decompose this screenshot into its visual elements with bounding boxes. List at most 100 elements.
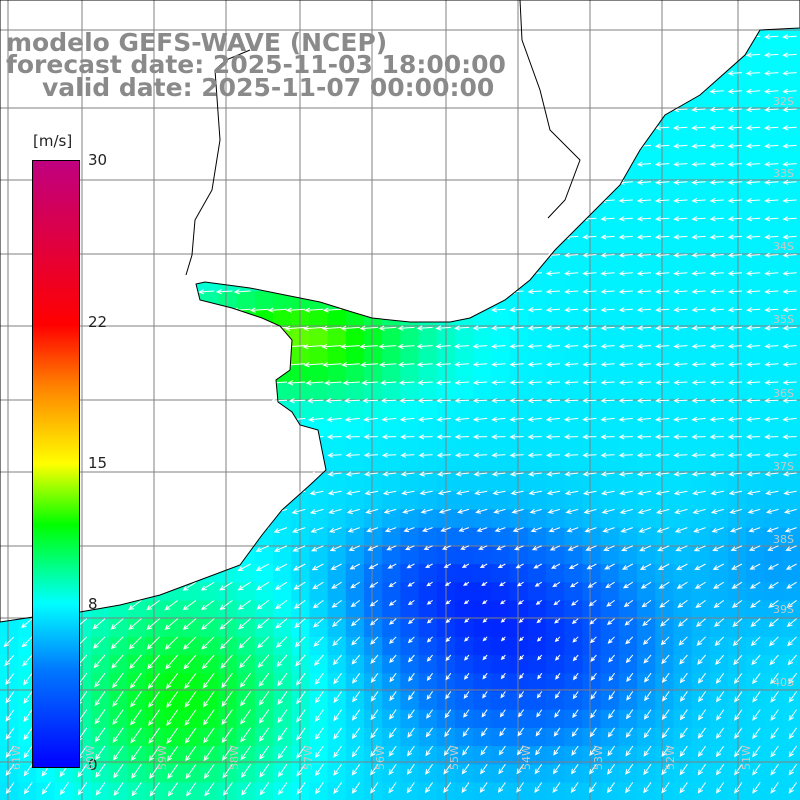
wind-arrow bbox=[764, 434, 779, 440]
wind-arrow bbox=[426, 672, 434, 682]
wind-arrow bbox=[715, 745, 725, 758]
wind-arrow bbox=[536, 618, 543, 624]
raster-cell bbox=[655, 728, 674, 747]
wind-arrow bbox=[256, 618, 270, 629]
wind-arrow bbox=[304, 307, 324, 313]
wind-arrow bbox=[166, 727, 179, 744]
raster-cell bbox=[782, 163, 800, 183]
wind-arrow bbox=[351, 745, 361, 758]
wind-arrow bbox=[695, 618, 706, 627]
raster-cell bbox=[182, 600, 201, 620]
wind-arrow bbox=[491, 379, 506, 386]
raster-cell bbox=[673, 564, 693, 583]
wind-arrow bbox=[388, 636, 397, 645]
wind-arrow bbox=[94, 691, 106, 707]
raster-cell bbox=[382, 582, 401, 602]
wind-arrow bbox=[407, 691, 415, 701]
wind-arrow bbox=[655, 216, 670, 222]
wind-arrow bbox=[426, 636, 433, 643]
raster-cell bbox=[582, 400, 602, 420]
raster-cell bbox=[364, 673, 383, 693]
wind-arrow bbox=[727, 307, 743, 313]
wind-arrow bbox=[370, 636, 379, 645]
wind-arrow bbox=[536, 636, 543, 642]
raster-cell bbox=[418, 618, 438, 638]
raster-cell bbox=[655, 200, 674, 219]
raster-cell bbox=[455, 455, 474, 474]
wind-arrow bbox=[517, 599, 524, 605]
raster-cell bbox=[491, 637, 511, 656]
raster-cell bbox=[527, 491, 547, 511]
raster-cell bbox=[400, 546, 420, 565]
wind-arrow bbox=[491, 361, 506, 367]
raster-cell bbox=[400, 618, 420, 638]
raster-cell bbox=[418, 546, 438, 565]
raster-cell bbox=[655, 236, 674, 256]
raster-cell bbox=[673, 254, 693, 274]
raster-cell bbox=[527, 728, 547, 747]
raster-cell bbox=[418, 637, 438, 656]
wind-arrow bbox=[745, 52, 761, 58]
wind-arrow bbox=[321, 343, 342, 350]
wind-arrow bbox=[623, 599, 634, 608]
wind-arrow bbox=[636, 416, 652, 422]
latitude-label: 38S bbox=[773, 533, 794, 546]
raster-cell bbox=[728, 254, 747, 274]
wind-arrow bbox=[516, 745, 525, 756]
raster-cell bbox=[418, 509, 438, 529]
colorbar-tick-label: 15 bbox=[88, 454, 108, 472]
wind-arrow bbox=[509, 416, 524, 422]
raster-cell bbox=[673, 364, 693, 383]
raster-cell bbox=[764, 418, 784, 438]
raster-cell bbox=[637, 691, 656, 711]
raster-cell bbox=[746, 709, 765, 729]
wind-arrow bbox=[219, 618, 233, 630]
wind-arrow bbox=[731, 581, 743, 589]
wind-arrow bbox=[727, 216, 743, 222]
raster-cell bbox=[400, 655, 420, 674]
raster-cell bbox=[345, 455, 365, 474]
raster-cell bbox=[782, 345, 800, 365]
wind-arrow bbox=[618, 325, 633, 331]
raster-cell bbox=[782, 527, 800, 547]
raster-cell bbox=[746, 455, 765, 474]
raster-cell bbox=[218, 709, 238, 729]
raster-cell bbox=[491, 546, 511, 565]
wind-arrow bbox=[661, 654, 670, 665]
raster-cell bbox=[564, 345, 583, 365]
wind-arrow bbox=[110, 618, 124, 630]
raster-cell bbox=[327, 618, 347, 638]
raster-cell bbox=[782, 309, 800, 329]
raster-cell bbox=[655, 163, 674, 183]
raster-cell bbox=[527, 546, 547, 565]
raster-cell bbox=[655, 418, 674, 438]
raster-cell bbox=[782, 655, 800, 674]
wind-arrow bbox=[608, 672, 616, 682]
wind-arrow bbox=[443, 763, 452, 775]
raster-cell bbox=[691, 600, 711, 620]
raster-cell bbox=[637, 182, 656, 201]
wind-arrow bbox=[643, 782, 652, 794]
raster-cell bbox=[728, 691, 747, 711]
wind-arrow bbox=[146, 599, 160, 611]
raster-cell bbox=[527, 436, 547, 456]
wind-arrow bbox=[636, 452, 652, 458]
raster-cell bbox=[764, 236, 784, 256]
wind-arrow bbox=[600, 216, 615, 222]
wind-arrow bbox=[425, 727, 434, 738]
raster-cell bbox=[655, 618, 674, 638]
wind-arrow bbox=[655, 325, 670, 331]
wind-arrow bbox=[366, 527, 379, 533]
raster-cell bbox=[509, 582, 529, 602]
raster-cell bbox=[364, 655, 383, 674]
raster-cell bbox=[655, 764, 674, 784]
wind-arrow bbox=[712, 563, 725, 570]
wind-arrow bbox=[636, 179, 652, 185]
raster-cell bbox=[600, 364, 620, 383]
raster-cell bbox=[527, 345, 547, 365]
wind-arrow bbox=[782, 52, 797, 58]
raster-cell bbox=[546, 600, 565, 620]
raster-cell bbox=[637, 254, 656, 274]
raster-cell bbox=[709, 691, 729, 711]
wind-arrow bbox=[346, 490, 360, 496]
